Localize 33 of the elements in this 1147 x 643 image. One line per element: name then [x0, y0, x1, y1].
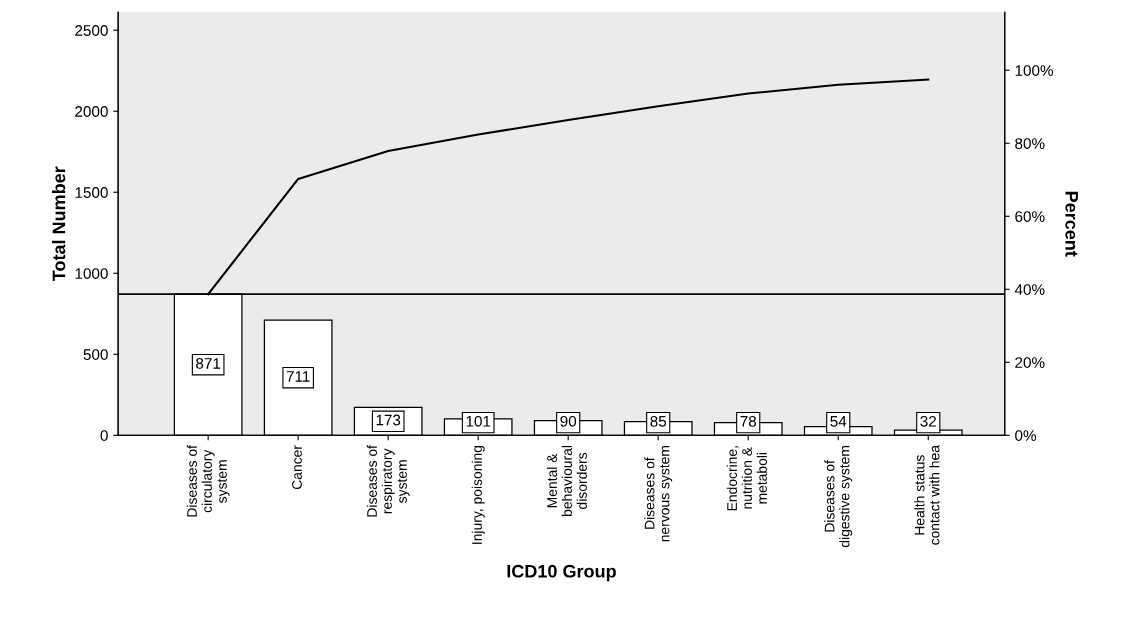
x-tick-label: Cancer: [292, 445, 302, 490]
x-axis-title: ICD10 Group: [507, 564, 616, 582]
x-tick-label: Diseases of circulatory system: [186, 445, 230, 517]
x-tick-label: Diseases of respiratory system: [366, 445, 410, 517]
y-axis-title: Total Number: [52, 166, 66, 282]
data-label: 711: [286, 371, 310, 382]
x-tick-label: Endocrine, nutrition & metaboli: [726, 446, 767, 511]
x-tick-label: Diseases of nervous system: [644, 445, 673, 542]
x-tick-label: Health status contact with hea: [914, 445, 940, 545]
x-tick-label: Diseases of digestive system: [824, 445, 853, 548]
x-tick-label: Injury, poisoning: [471, 445, 485, 544]
y-tick-label: 1500: [75, 187, 108, 198]
data-label: 78: [740, 415, 757, 427]
data-label: 32: [920, 415, 936, 427]
x-tick-label: Mental & behavioural disorders: [546, 445, 587, 516]
y2-tick-label: 60%: [1015, 211, 1045, 222]
data-label: 54: [830, 416, 847, 427]
y2-tick-label: 100%: [1015, 65, 1054, 76]
y-tick-label: 2000: [75, 106, 108, 117]
data-label: 173: [376, 414, 401, 426]
data-label: 90: [560, 415, 577, 427]
y2-axis-title: Percent: [1065, 191, 1078, 257]
data-label: 101: [466, 415, 491, 427]
y-tick-label: 0: [100, 430, 108, 441]
y2-tick-label: 20%: [1015, 357, 1045, 368]
y-tick-label: 1000: [75, 268, 108, 279]
data-label: 85: [650, 415, 667, 427]
y2-tick-label: 80%: [1015, 138, 1045, 149]
y-tick-label: 500: [83, 349, 108, 360]
y2-tick-label: 40%: [1014, 284, 1045, 295]
y-tick-label: 2500: [75, 25, 108, 36]
y2-tick-label: 0%: [1015, 430, 1037, 441]
data-label: 871: [196, 358, 221, 369]
